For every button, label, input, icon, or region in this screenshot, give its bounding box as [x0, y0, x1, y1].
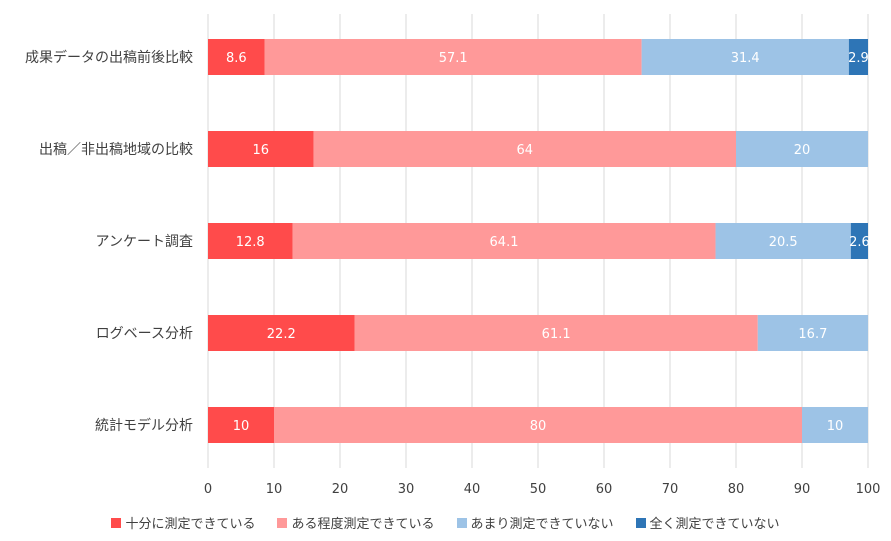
category-label: ログベース分析 — [96, 326, 193, 342]
bar-segment — [850, 223, 868, 259]
legend-label: あまり測定できていない — [470, 517, 614, 532]
bar-segment — [208, 39, 265, 75]
bar-segment — [274, 407, 802, 443]
legend-label: 十分に測定できている — [125, 517, 256, 532]
data-label: 31.4 — [731, 51, 760, 66]
category-label: 出稿／非出稿地域の比較 — [39, 142, 193, 158]
bar-segment — [208, 223, 293, 259]
data-label: 64 — [517, 143, 534, 158]
legend-item: 十分に測定できている — [111, 513, 255, 532]
legend-item: ある程度測定できている — [277, 513, 435, 532]
legend-item: あまり測定できていない — [456, 513, 614, 532]
data-label: 80 — [530, 419, 547, 434]
bar-segment — [757, 315, 868, 351]
data-label: 10 — [233, 419, 250, 434]
legend-label: ある程度測定できている — [291, 517, 435, 532]
data-label: 2.9 — [848, 51, 869, 66]
x-tick-label: 30 — [398, 482, 415, 497]
data-label: 22.2 — [267, 327, 296, 342]
bar-segment — [354, 315, 758, 351]
legend-label: 全く測定できていない — [649, 517, 780, 532]
bar-segment — [313, 131, 736, 167]
bar-segment — [208, 407, 274, 443]
bar-segment — [292, 223, 716, 259]
category-label: 成果データの出稿前後比較 — [25, 49, 193, 66]
x-tick-label: 80 — [728, 482, 745, 497]
legend-item: 全く測定できていない — [635, 513, 780, 532]
data-label: 8.6 — [226, 51, 247, 66]
bar-layer: 8.6 57.1 31.4 2.9 16 64 20 12.8 64.1 20.5 2.6 22.2 6… — [208, 39, 870, 443]
legend-swatch — [456, 517, 467, 528]
data-label: 16 — [253, 143, 270, 158]
data-label: 20.5 — [769, 235, 798, 250]
bar-segment — [715, 223, 851, 259]
data-label: 57.1 — [439, 51, 468, 66]
x-tick-label: 40 — [464, 482, 481, 497]
x-axis-tick-labels: 0 10 20 30 40 50 60 70 80 90 100 — [204, 482, 881, 497]
data-label: 20 — [794, 143, 811, 158]
data-label: 12.8 — [236, 235, 265, 250]
legend: 十分に測定できている ある程度測定できている あまり測定できていない 全く測定できてい… — [0, 513, 891, 532]
category-label: アンケート調査 — [96, 234, 193, 250]
category-labels: 成果データの出稿前後比較出稿／非出稿地域の比較アンケート調査ログベース分析統計モ… — [25, 49, 193, 434]
x-tick-label: 20 — [332, 482, 349, 497]
x-tick-label: 90 — [794, 482, 811, 497]
data-label: 2.6 — [849, 235, 870, 250]
x-tick-label: 0 — [204, 482, 212, 497]
bar-segment — [264, 39, 642, 75]
legend-swatch — [277, 517, 288, 528]
legend-swatch — [635, 517, 646, 528]
data-label: 64.1 — [490, 235, 519, 250]
x-tick-label: 10 — [266, 482, 283, 497]
bar-segment — [208, 131, 314, 167]
legend-swatch — [111, 517, 122, 528]
data-label: 10 — [827, 419, 844, 434]
category-label: 統計モデル分析 — [95, 417, 193, 434]
data-label: 61.1 — [542, 327, 571, 342]
x-tick-label: 50 — [530, 482, 547, 497]
bar-segment — [641, 39, 849, 75]
x-tick-label: 70 — [662, 482, 679, 497]
x-tick-label: 100 — [856, 482, 881, 497]
bar-segment — [848, 39, 868, 75]
bar-segment — [802, 407, 868, 443]
data-label: 16.7 — [798, 327, 827, 342]
bar-segment — [736, 131, 868, 167]
x-tick-label: 60 — [596, 482, 613, 497]
bar-segment — [208, 315, 355, 351]
